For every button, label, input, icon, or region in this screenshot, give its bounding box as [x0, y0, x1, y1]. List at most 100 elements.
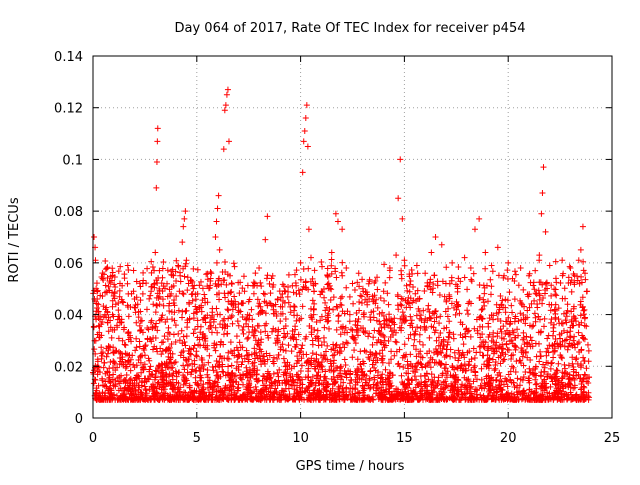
data-point [427, 276, 434, 283]
data-point [184, 396, 191, 403]
chart-title: Day 064 of 2017, Rate Of TEC Index for r… [175, 21, 526, 36]
data-point [266, 374, 273, 381]
data-point [276, 288, 283, 295]
data-point [480, 299, 487, 306]
data-point [261, 358, 268, 365]
data-point [511, 277, 518, 284]
data-point [528, 388, 535, 395]
data-point [280, 283, 287, 290]
data-point [404, 376, 411, 383]
data-point [142, 342, 149, 349]
data-point [568, 342, 575, 349]
data-point [245, 382, 252, 389]
data-point [575, 394, 582, 401]
data-point [377, 295, 384, 302]
data-point [185, 356, 192, 363]
data-point [402, 396, 409, 403]
data-point [181, 215, 188, 222]
data-point [103, 345, 110, 352]
data-point [175, 262, 182, 269]
data-point [506, 321, 513, 328]
data-point [532, 376, 539, 383]
data-point [208, 391, 215, 398]
data-point [519, 353, 526, 360]
data-point [141, 346, 148, 353]
data-point [179, 239, 186, 246]
data-point [437, 330, 444, 337]
data-point [332, 268, 339, 275]
data-point [413, 346, 420, 353]
data-point [194, 323, 201, 330]
data-point [407, 331, 414, 338]
data-point [460, 341, 467, 348]
data-point [512, 313, 519, 320]
data-point [438, 241, 445, 248]
data-point [152, 323, 159, 330]
data-point [99, 293, 106, 300]
data-point [154, 327, 161, 334]
data-point [585, 374, 592, 381]
data-point [104, 274, 111, 281]
data-point [328, 375, 335, 382]
data-point [245, 298, 252, 305]
data-point [231, 293, 238, 300]
data-point [565, 376, 572, 383]
data-point [102, 370, 109, 377]
data-point [426, 283, 433, 290]
data-point [204, 346, 211, 353]
data-point [565, 274, 572, 281]
data-point [547, 319, 554, 326]
y-tick-label: 0.04 [54, 309, 83, 324]
data-point [145, 355, 152, 362]
data-point [410, 342, 417, 349]
data-point [294, 353, 301, 360]
data-point [508, 302, 515, 309]
data-point [365, 280, 372, 287]
data-point [131, 296, 138, 303]
data-point [560, 327, 567, 334]
data-point [163, 370, 170, 377]
data-point [199, 362, 206, 369]
data-point [291, 271, 298, 278]
data-point [214, 205, 221, 212]
data-point [327, 296, 334, 303]
data-point [440, 342, 447, 349]
data-point [371, 292, 378, 299]
data-point [398, 271, 405, 278]
data-point [358, 299, 365, 306]
data-point [473, 349, 480, 356]
data-point [299, 381, 306, 388]
data-point [363, 289, 370, 296]
data-point [405, 390, 412, 397]
data-point [160, 339, 167, 346]
data-point [488, 283, 495, 290]
data-point [374, 304, 381, 311]
data-point [285, 288, 292, 295]
data-point [217, 321, 224, 328]
data-point [526, 379, 533, 386]
data-point [280, 325, 287, 332]
data-point [197, 377, 204, 384]
data-point [293, 317, 300, 324]
data-point [289, 376, 296, 383]
data-point [307, 305, 314, 312]
data-point [495, 272, 502, 279]
data-point [246, 366, 253, 373]
data-point [512, 271, 519, 278]
data-point [486, 381, 493, 388]
data-point [126, 361, 133, 368]
data-point [379, 347, 386, 354]
data-point [386, 274, 393, 281]
data-point [165, 364, 172, 371]
data-point [416, 331, 423, 338]
data-point [449, 382, 456, 389]
data-point [412, 384, 419, 391]
data-point [154, 302, 161, 309]
data-point [289, 282, 296, 289]
data-point [442, 280, 449, 287]
data-point [215, 192, 222, 199]
data-point [299, 303, 306, 310]
data-point [346, 293, 353, 300]
data-point [561, 285, 568, 292]
data-point [317, 373, 324, 380]
